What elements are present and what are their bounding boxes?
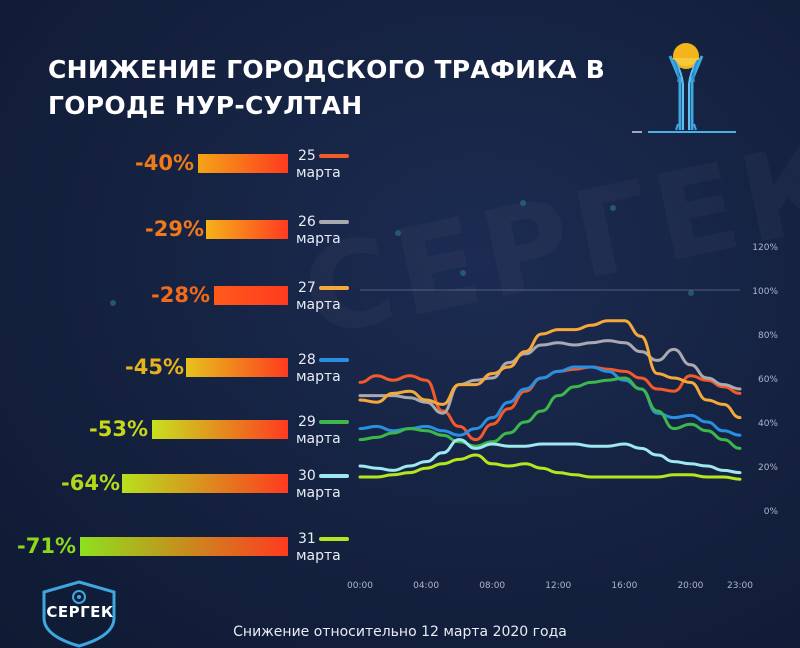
reduction-bar	[198, 154, 288, 173]
reduction-bar	[80, 537, 288, 556]
legend-row-27: -28% 27 марта	[0, 280, 360, 324]
traffic-line-chart: 0% 20% 40% 60% 80% 100% 120% 00:00 04:00 08:00 12:…	[347, 243, 779, 591]
percent-label: -64%	[61, 471, 120, 495]
page-title: СНИЖЕНИЕ ГОРОДСКОГО ТРАФИКА В ГОРОДЕ НУР…	[48, 55, 606, 120]
x-tick-label: 00:00	[347, 581, 373, 591]
sergek-shield-icon	[42, 580, 116, 648]
decor-dot	[395, 230, 401, 236]
percent-label: -71%	[17, 534, 76, 558]
day-number: 28	[298, 352, 316, 368]
day-number: 25	[298, 148, 316, 164]
day-number: 29	[298, 414, 316, 430]
reduction-bar	[186, 358, 288, 377]
day-month: марта	[296, 431, 341, 447]
y-tick-label: 120%	[752, 243, 778, 253]
decor-dot	[688, 290, 694, 296]
day-number: 30	[298, 468, 316, 484]
series-swatch	[319, 474, 349, 478]
y-tick-label: 80%	[758, 331, 778, 341]
decor-dot	[610, 205, 616, 211]
day-month: марта	[296, 548, 341, 564]
x-tick-label: 16:00	[611, 581, 637, 591]
day-month: марта	[296, 485, 341, 501]
day-number: 26	[298, 214, 316, 230]
decor-dot	[520, 200, 526, 206]
series-line-2	[358, 319, 742, 420]
reduction-bar	[214, 286, 288, 305]
chart-footnote: Снижение относительно 12 марта 2020 года	[233, 624, 567, 640]
series-swatch	[319, 154, 349, 158]
legend-row-25: -40% 25 марта	[0, 148, 360, 192]
x-tick-label: 04:00	[413, 581, 439, 591]
percent-label: -29%	[145, 217, 204, 241]
decor-dot	[460, 270, 466, 276]
legend-row-29: -53% 29 марта	[0, 414, 360, 458]
series-line-5	[358, 438, 742, 475]
reduction-bar	[122, 474, 288, 493]
baiterek-tower-icon	[632, 43, 736, 133]
legend-row-30: -64% 30 марта	[0, 468, 360, 512]
decor-dot	[110, 300, 116, 306]
series-line-4	[358, 376, 742, 450]
legend-row-26: -29% 26 марта	[0, 214, 360, 258]
series-swatch	[319, 286, 349, 290]
day-number: 27	[298, 280, 316, 296]
series-line-3	[358, 365, 742, 437]
brand-logo-text: СЕРГЕК	[46, 603, 114, 621]
reduction-bar	[152, 420, 288, 439]
reduction-bar	[206, 220, 288, 239]
y-tick-label: 20%	[758, 463, 778, 473]
series-swatch	[319, 220, 349, 224]
series-line-1	[358, 339, 742, 415]
y-tick-label: 100%	[752, 287, 778, 297]
series-swatch	[319, 537, 349, 541]
y-tick-label: 0%	[764, 507, 779, 517]
x-tick-label: 12:00	[545, 581, 571, 591]
day-month: марта	[296, 231, 341, 247]
percent-label: -40%	[135, 151, 194, 175]
series-line-6	[358, 453, 742, 481]
x-tick-label: 08:00	[479, 581, 505, 591]
x-tick-label: 20:00	[677, 581, 703, 591]
series-swatch	[319, 420, 349, 424]
day-number: 31	[298, 531, 316, 547]
x-tick-label: 23:00	[727, 581, 753, 591]
y-tick-label: 60%	[758, 375, 778, 385]
percent-label: -28%	[151, 283, 210, 307]
percent-label: -53%	[89, 417, 148, 441]
day-month: марта	[296, 165, 341, 181]
day-month: марта	[296, 297, 341, 313]
day-month: марта	[296, 369, 341, 385]
legend-row-31: -71% 31 марта	[0, 531, 360, 575]
y-tick-label: 40%	[758, 419, 778, 429]
legend-row-28: -45% 28 марта	[0, 352, 360, 396]
percent-label: -45%	[125, 355, 184, 379]
series-swatch	[319, 358, 349, 362]
